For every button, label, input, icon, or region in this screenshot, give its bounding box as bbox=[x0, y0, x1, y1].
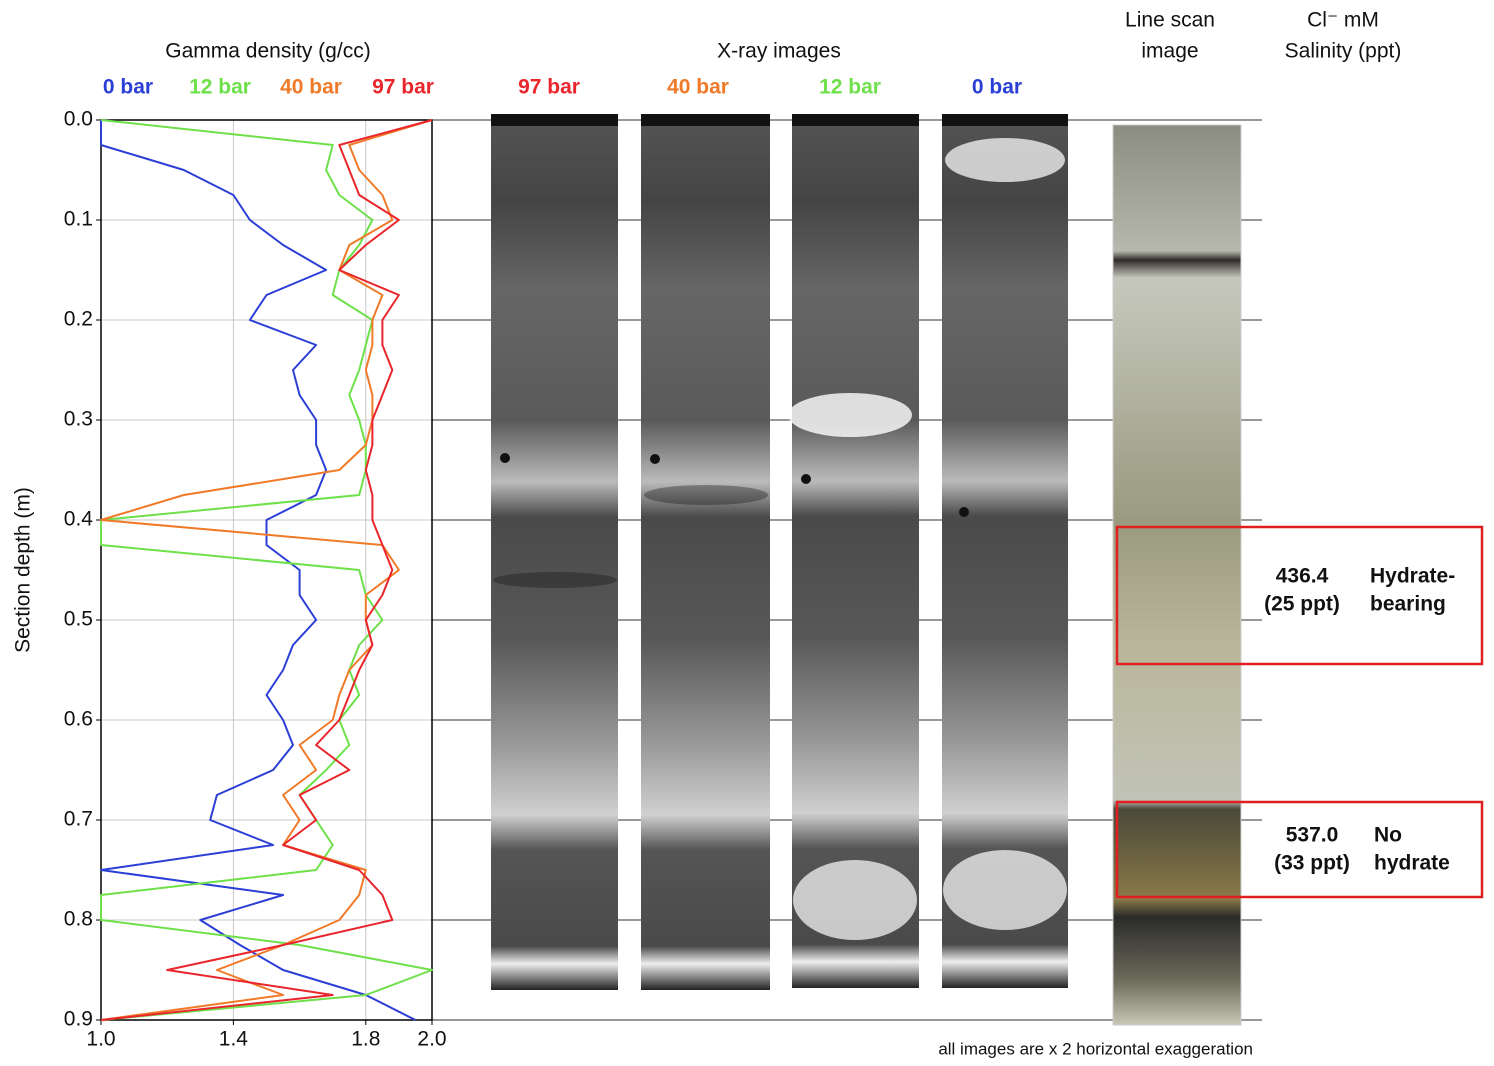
y-tick-label: 0.6 bbox=[64, 708, 93, 731]
x-tick-label: 1.8 bbox=[351, 1028, 380, 1051]
x-tick-label: 2.0 bbox=[417, 1028, 446, 1051]
y-axis-label: Section depth (m) bbox=[12, 487, 35, 653]
y-tick-label: 0.1 bbox=[64, 208, 93, 231]
glow bbox=[793, 860, 917, 940]
xray-image bbox=[792, 114, 919, 988]
interval-note: Hydrate- bbox=[1370, 565, 1455, 588]
xray-label: 40 bar bbox=[667, 76, 729, 99]
glow bbox=[945, 138, 1065, 182]
y-tick-label: 0.7 bbox=[64, 808, 93, 831]
density-line bbox=[101, 120, 432, 1020]
density-line bbox=[101, 120, 432, 1020]
interval-note: hydrate bbox=[1374, 852, 1450, 875]
xray-label: 97 bar bbox=[518, 76, 580, 99]
y-tick-label: 0.2 bbox=[64, 308, 93, 331]
xray-image bbox=[491, 114, 618, 990]
y-tick-label: 0.5 bbox=[64, 608, 93, 631]
y-tick-label: 0.4 bbox=[64, 508, 94, 531]
x-tick-label: 1.0 bbox=[86, 1028, 115, 1051]
interval-note: No bbox=[1374, 824, 1402, 847]
chart-title: Gamma density (g/cc) bbox=[165, 40, 370, 63]
xray-label: 12 bar bbox=[819, 76, 881, 99]
salinity-title: Salinity (ppt) bbox=[1285, 40, 1402, 63]
glow bbox=[943, 850, 1067, 930]
xray-panels bbox=[491, 114, 1068, 990]
y-tick-label: 0.3 bbox=[64, 408, 93, 431]
legend-label: 97 bar bbox=[372, 76, 434, 99]
plot-frame bbox=[101, 120, 432, 1020]
image-cap bbox=[792, 114, 919, 126]
y-tick-label: 0.8 bbox=[64, 908, 93, 931]
marker bbox=[801, 474, 811, 484]
xray-label: 0 bar bbox=[972, 76, 1022, 99]
layer bbox=[644, 485, 768, 505]
legend-label: 40 bar bbox=[280, 76, 342, 99]
density-line bbox=[101, 120, 432, 1020]
marker bbox=[500, 453, 510, 463]
interval-note: bearing bbox=[1370, 593, 1446, 616]
marker bbox=[959, 507, 969, 517]
legend-label: 0 bar bbox=[103, 76, 153, 99]
image-cap bbox=[641, 114, 770, 126]
chloride-value: 436.4 bbox=[1276, 565, 1329, 588]
xray-title: X-ray images bbox=[717, 40, 841, 63]
salinity-title: Cl⁻ mM bbox=[1307, 9, 1379, 32]
figure: Gamma density (g/cc) Section depth (m) X… bbox=[0, 0, 1494, 1066]
y-tick-label: 0.0 bbox=[64, 108, 93, 131]
salinity-value: (25 ppt) bbox=[1264, 593, 1340, 616]
line-scan-image bbox=[1113, 125, 1241, 1025]
chloride-value: 537.0 bbox=[1286, 824, 1339, 847]
plot-area bbox=[96, 120, 432, 1025]
footnote: all images are x 2 horizontal exaggerati… bbox=[938, 1039, 1253, 1058]
image-cap bbox=[942, 114, 1068, 126]
marker bbox=[650, 454, 660, 464]
salinity-value: (33 ppt) bbox=[1274, 852, 1350, 875]
glow bbox=[788, 393, 912, 437]
xray-image bbox=[641, 114, 770, 990]
image-cap bbox=[491, 114, 618, 126]
line-scan-title: Line scan bbox=[1125, 9, 1215, 32]
line-scan-title: image bbox=[1141, 40, 1198, 63]
x-tick-label: 1.4 bbox=[219, 1028, 249, 1051]
legend-label: 12 bar bbox=[189, 76, 251, 99]
density-line bbox=[101, 120, 415, 1020]
layer bbox=[493, 572, 617, 588]
